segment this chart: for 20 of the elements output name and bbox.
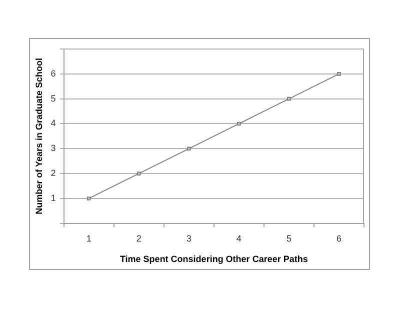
- x-tick-label: 3: [186, 233, 192, 244]
- y-tick-label: 2: [50, 168, 56, 178]
- point: [136, 172, 141, 176]
- x-tick-label: 1: [86, 233, 92, 244]
- point: [186, 146, 191, 151]
- point: [337, 72, 341, 76]
- x-tick-label: 5: [286, 233, 292, 244]
- y-tick-label: 6: [50, 68, 56, 78]
- x-tick-label: 2: [136, 233, 142, 244]
- point: [287, 96, 291, 101]
- y-axis-title: Number of Years in Graduate School: [34, 58, 44, 214]
- y-tick-label: 5: [50, 93, 56, 104]
- y-tick-label: 3: [50, 143, 56, 154]
- x-tick-label: 6: [336, 233, 342, 244]
- x-axis-title: Time Spent Considering Other Career Paths: [120, 254, 308, 264]
- point: [86, 196, 91, 200]
- x-tick-label: 4: [236, 233, 242, 244]
- y-tick-label: 1: [50, 192, 56, 203]
- point: [237, 122, 241, 126]
- y-tick-label: 4: [50, 118, 56, 128]
